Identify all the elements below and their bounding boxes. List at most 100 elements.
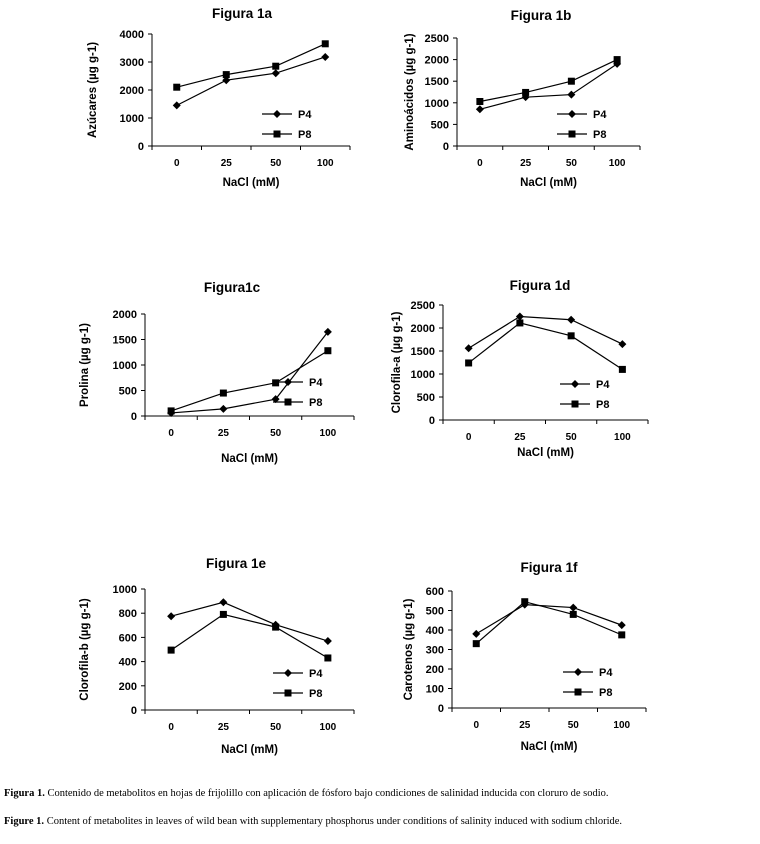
- x-tick-label: 0: [466, 432, 472, 443]
- y-tick-label: 2500: [425, 33, 449, 45]
- legend-entry-p4: P4: [563, 667, 613, 679]
- legend-entry-p4: P4: [560, 379, 610, 391]
- legend-label: P8: [593, 129, 606, 141]
- legend-entry-p8: P8: [262, 129, 311, 141]
- data-point-p8: [272, 379, 280, 387]
- data-point-p8: [521, 598, 529, 606]
- legend-label: P4: [298, 109, 312, 121]
- series-line-p4: [479, 63, 618, 110]
- legend-marker: [574, 688, 582, 696]
- y-tick-label: 500: [431, 119, 449, 131]
- x-axis-label: NaCl (mM): [520, 177, 577, 189]
- y-tick-label: 1000: [425, 98, 449, 110]
- data-point-p8: [516, 319, 524, 327]
- x-tick-label: 25: [221, 158, 233, 169]
- legend-label: P8: [599, 687, 612, 699]
- data-point-p8: [567, 332, 575, 340]
- y-tick-label: 200: [426, 664, 444, 676]
- legend-entry-p4: P4: [557, 109, 607, 121]
- y-tick-label: 800: [119, 608, 137, 620]
- x-tick-label: 0: [473, 720, 479, 731]
- data-point-p8: [219, 389, 227, 397]
- series-p8: [465, 319, 626, 373]
- data-point-p4: [219, 404, 228, 413]
- y-tick-label: 600: [426, 586, 444, 598]
- y-tick-label: 2500: [411, 300, 435, 312]
- x-tick-label: 0: [168, 722, 174, 733]
- series-line-p4: [176, 56, 326, 106]
- y-tick-label: 300: [426, 645, 444, 657]
- legend-entry-p4: P4: [273, 668, 323, 680]
- chart-title: Figura 1d: [510, 278, 571, 293]
- series-line-p8: [475, 601, 622, 645]
- legend-label: P8: [596, 399, 609, 411]
- legend-marker: [284, 398, 292, 406]
- y-tick-label: 0: [131, 411, 137, 423]
- chart-5: Figura 1e 0 200 400 600 800 1000 0 25 50 100 NaCl (…: [79, 556, 355, 756]
- data-point-p8: [476, 98, 484, 106]
- series-line-p4: [170, 601, 329, 642]
- y-tick-label: 100: [426, 684, 444, 696]
- chart-3: Figura1c 0 500 1000 1500 2000 0 25 50 100 NaCl (mM…: [79, 280, 355, 465]
- legend-label: P4: [599, 667, 613, 679]
- legend-label: P4: [309, 668, 323, 680]
- data-point-p8: [272, 62, 280, 70]
- y-axis-label: Prolina (µg g-1): [79, 323, 91, 407]
- y-tick-label: 400: [426, 625, 444, 637]
- y-tick-label: 200: [119, 681, 137, 693]
- legend-entry-p8: P8: [560, 399, 609, 411]
- legend-marker: [273, 110, 281, 118]
- x-tick-label: 100: [614, 432, 631, 443]
- legend-marker: [284, 689, 292, 697]
- data-point-p4: [219, 598, 228, 607]
- data-point-p8: [321, 40, 329, 48]
- x-axis-label: NaCl (mM): [521, 741, 578, 753]
- caption-english-text: Content of metabolites in leaves of wild…: [46, 816, 623, 827]
- y-tick-label: 1000: [411, 369, 435, 381]
- series-line-p4: [171, 331, 329, 414]
- data-point-p4: [172, 101, 181, 110]
- data-point-p8: [618, 631, 626, 639]
- data-point-p4: [222, 76, 231, 85]
- data-point-p8: [567, 77, 575, 85]
- series-p4: [172, 52, 330, 110]
- legend-label: P8: [309, 688, 322, 700]
- y-tick-label: 0: [429, 415, 435, 427]
- y-axis-label: Carotenos (µg g-1): [403, 598, 415, 700]
- y-tick-label: 2000: [411, 323, 435, 335]
- chart-title: Figura1c: [204, 280, 261, 295]
- data-point-p8: [219, 610, 227, 618]
- data-point-p4: [569, 603, 578, 612]
- x-tick-label: 100: [609, 158, 626, 169]
- series-p4: [472, 600, 626, 638]
- legend-marker: [568, 130, 576, 138]
- x-tick-label: 50: [270, 428, 282, 439]
- y-tick-label: 600: [119, 632, 137, 644]
- series-p8: [167, 347, 332, 415]
- series-line-p8: [170, 613, 329, 659]
- x-tick-label: 0: [477, 158, 483, 169]
- series-p4: [464, 312, 627, 353]
- y-tick-label: 3000: [120, 57, 144, 69]
- data-point-p8: [167, 646, 175, 654]
- legend-entry-p8: P8: [557, 129, 606, 141]
- legend-label: P4: [309, 377, 323, 389]
- data-point-p4: [464, 344, 473, 353]
- y-tick-label: 4000: [120, 29, 144, 41]
- y-axis-label: Aminoácidos (µg g-1): [404, 33, 416, 150]
- x-tick-label: 25: [514, 432, 526, 443]
- data-point-p8: [324, 654, 332, 662]
- y-tick-label: 0: [438, 703, 444, 715]
- x-tick-label: 25: [519, 720, 531, 731]
- series-line-p8: [479, 59, 618, 103]
- chart-title: Figura 1f: [520, 560, 578, 575]
- data-point-p4: [618, 340, 627, 349]
- caption-spanish-text: Contenido de metabolitos en hojas de fri…: [47, 788, 609, 799]
- legend-label: P8: [309, 397, 322, 409]
- data-point-p4: [323, 327, 332, 336]
- caption-spanish-label: Figura 1.: [4, 788, 45, 799]
- data-point-p8: [569, 610, 577, 618]
- chart-title: Figura 1b: [511, 8, 572, 23]
- caption-english-label: Figure 1.: [4, 816, 45, 827]
- data-point-p4: [515, 312, 524, 321]
